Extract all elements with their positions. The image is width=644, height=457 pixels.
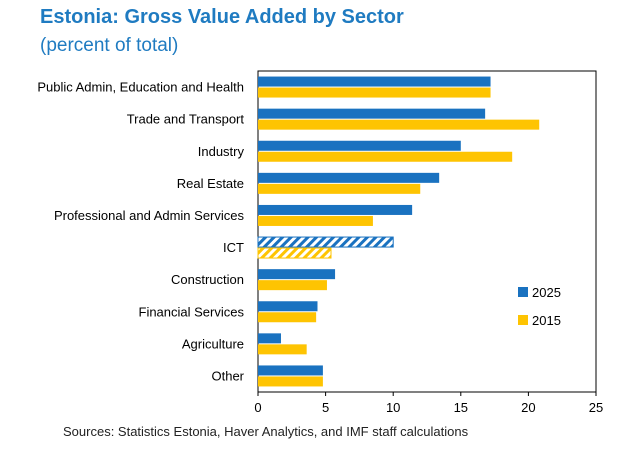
x-tick-label: 15 bbox=[454, 400, 468, 415]
category-label: Professional and Admin Services bbox=[54, 208, 245, 223]
category-label: Construction bbox=[171, 272, 244, 287]
bar-2025 bbox=[258, 301, 318, 312]
x-tick-label: 0 bbox=[254, 400, 261, 415]
bar-2015 bbox=[258, 376, 323, 387]
legend-label-2015: 2015 bbox=[532, 313, 561, 328]
chart-title: Estonia: Gross Value Added by Sector bbox=[40, 6, 404, 28]
category-label: Financial Services bbox=[139, 304, 245, 319]
x-tick-label: 10 bbox=[386, 400, 400, 415]
category-label: Industry bbox=[198, 144, 245, 159]
category-label: Public Admin, Education and Health bbox=[37, 80, 244, 95]
legend-swatch-2025 bbox=[518, 287, 528, 297]
x-tick-label: 20 bbox=[521, 400, 535, 415]
category-label: Agriculture bbox=[182, 336, 244, 351]
category-label: Trade and Transport bbox=[127, 112, 245, 127]
source-note: Sources: Statistics Estonia, Haver Analy… bbox=[63, 424, 469, 439]
bar-2015 bbox=[258, 280, 327, 291]
category-label: Real Estate bbox=[177, 176, 244, 191]
bar-2015 bbox=[258, 151, 513, 162]
bar-2015 bbox=[257, 247, 332, 259]
bar-2015 bbox=[258, 215, 373, 226]
category-labels: Public Admin, Education and Health Trade … bbox=[37, 80, 244, 384]
bars bbox=[257, 76, 540, 387]
bar-2025 bbox=[258, 269, 336, 280]
category-label: Other bbox=[211, 368, 244, 383]
bar-2015 bbox=[258, 119, 540, 130]
x-axis-ticks: 0 5 10 15 20 25 bbox=[254, 392, 603, 415]
bar-2025 bbox=[257, 236, 394, 248]
bar-2025 bbox=[258, 365, 323, 376]
bar-2025 bbox=[258, 140, 461, 151]
legend-label-2025: 2025 bbox=[532, 285, 561, 300]
plot-area bbox=[257, 70, 597, 393]
legend-swatch-2015 bbox=[518, 315, 528, 325]
bar-2025 bbox=[258, 108, 486, 119]
bar-2015 bbox=[258, 87, 491, 98]
bar-2015 bbox=[258, 344, 307, 355]
chart-subtitle: (percent of total) bbox=[40, 35, 179, 56]
bar-2015 bbox=[258, 183, 421, 194]
bar-2025 bbox=[258, 204, 413, 215]
bar-2025 bbox=[258, 333, 281, 344]
x-tick-label: 25 bbox=[589, 400, 603, 415]
bar-2015 bbox=[258, 312, 317, 323]
x-tick-label: 5 bbox=[322, 400, 329, 415]
category-label: ICT bbox=[223, 240, 244, 255]
legend: 2025 2015 bbox=[518, 285, 561, 328]
bar-2025 bbox=[258, 172, 440, 183]
bar-2025 bbox=[258, 76, 491, 87]
